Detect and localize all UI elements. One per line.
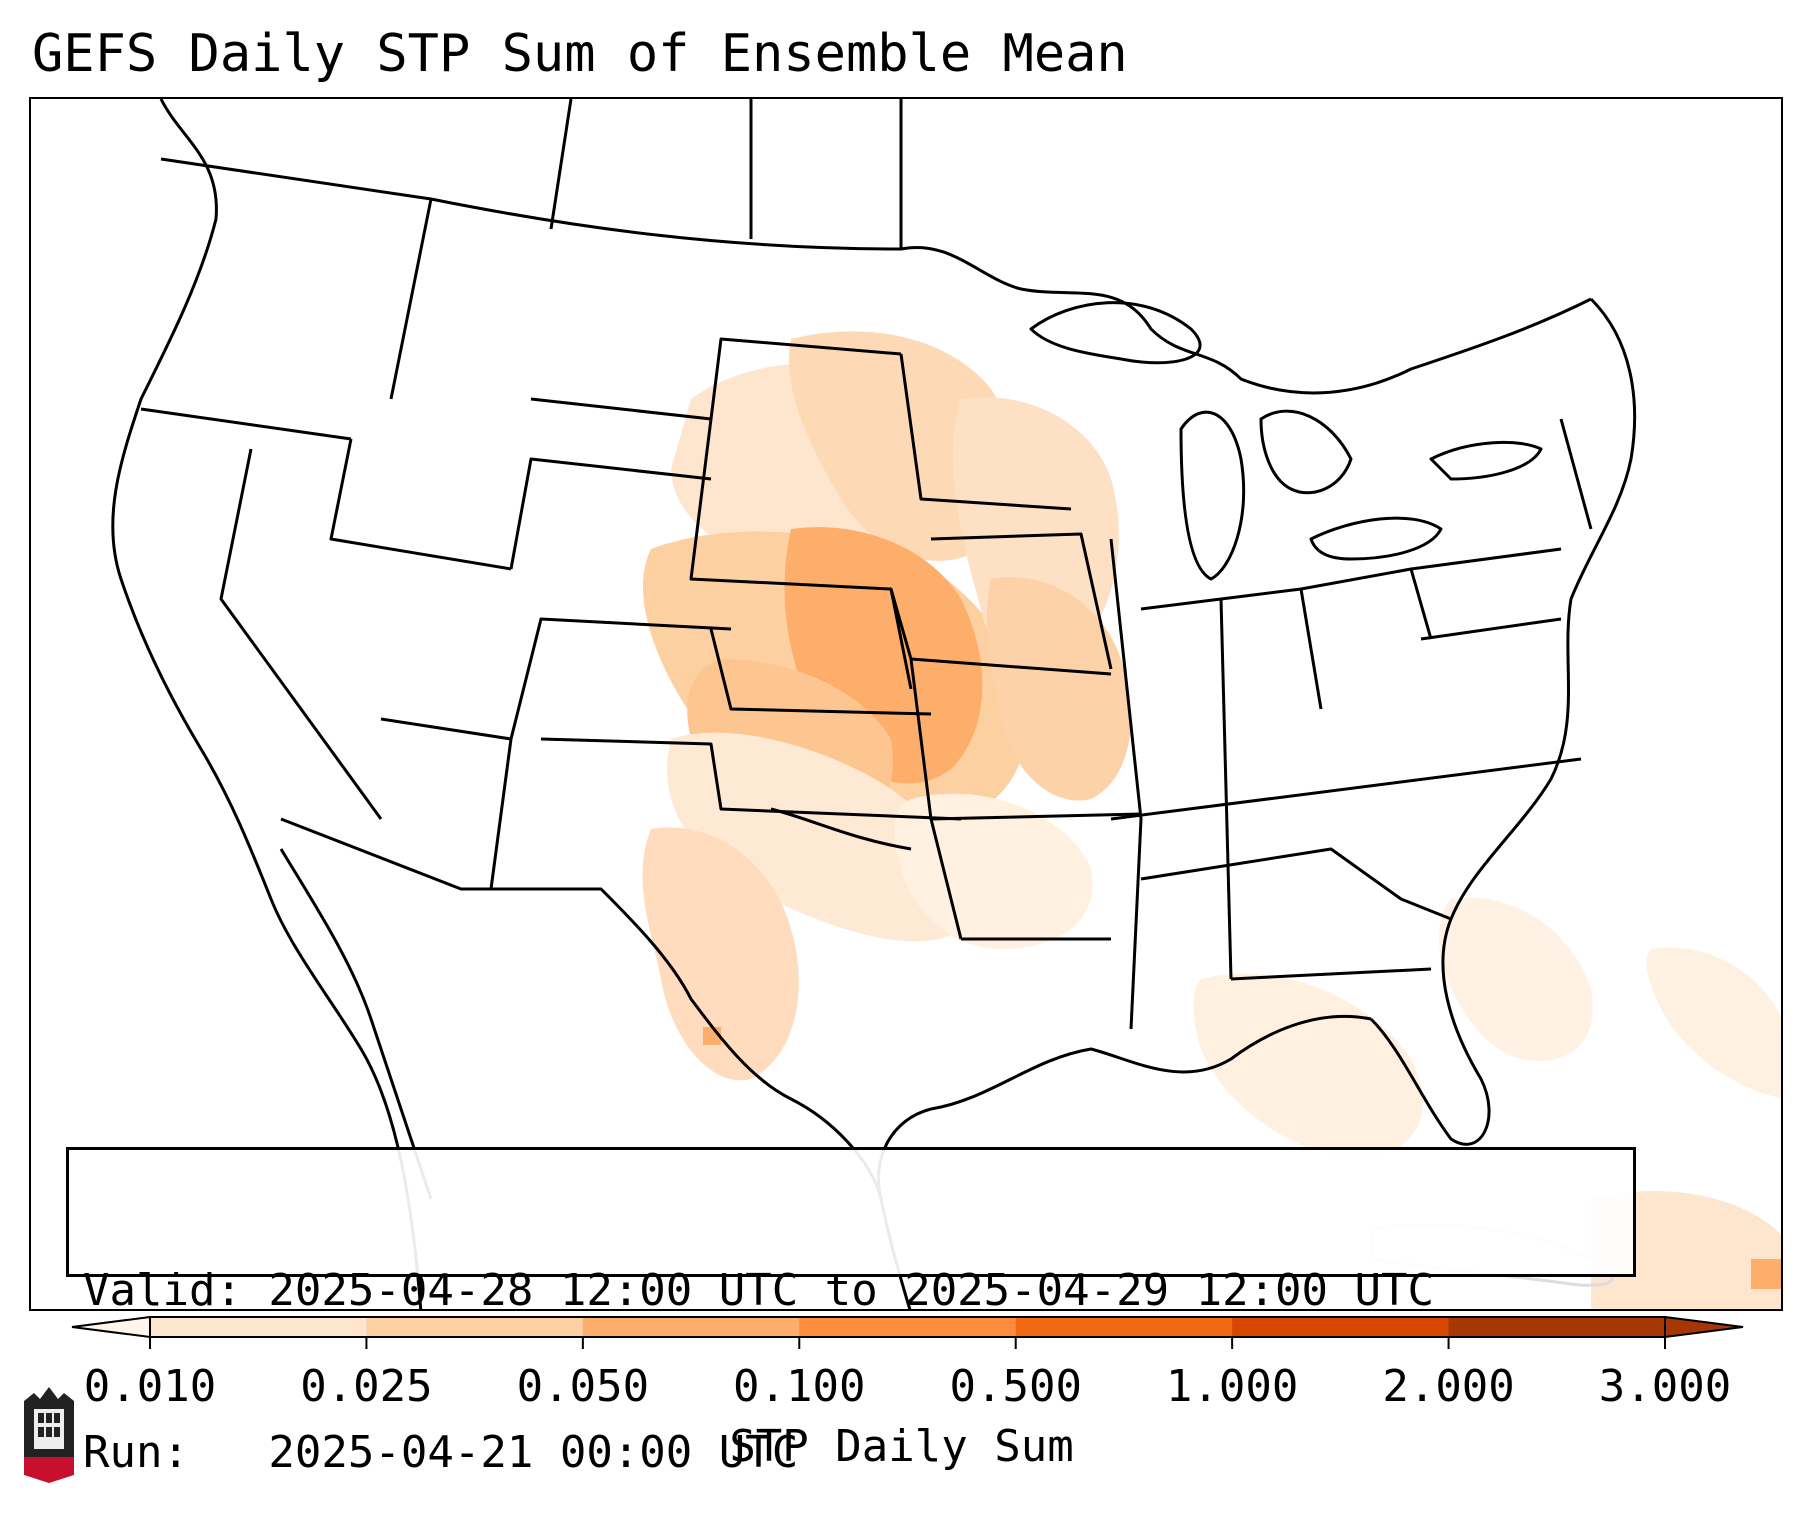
- colorbar-outline: [149, 1316, 1666, 1338]
- colorbar-tick-label: 1.000: [1165, 1361, 1299, 1412]
- niu-logo-icon: [24, 1387, 74, 1483]
- colorbar-tick-label: 0.025: [300, 1361, 433, 1412]
- colorbar-label: STP Daily Sum: [729, 1421, 1074, 1472]
- colorbar-segment: [150, 1317, 367, 1337]
- colorbar-tick-label: 0.100: [733, 1361, 866, 1412]
- valid-run-infobox: Valid: 2025-04-28 12:00 UTC to 2025-04-2…: [66, 1147, 1636, 1478]
- colorbar-tick-label: 0.010: [83, 1361, 217, 1412]
- colorbar-segment: [1448, 1317, 1666, 1337]
- run-time-text: Run: 2025-04-21 00:00 UTC: [83, 1427, 799, 1478]
- us-map: [111, 99, 1781, 1309]
- colorbar-segment: [582, 1317, 800, 1337]
- colorbar-segments: [71, 1315, 1744, 1339]
- colorbar-segment: [799, 1317, 1017, 1337]
- colorbar-ticks: [149, 1337, 1666, 1349]
- boundaries: [111, 99, 1637, 1309]
- valid-time-text: Valid: 2025-04-28 12:00 UTC to 2025-04-2…: [83, 1265, 1435, 1316]
- colorbar-tick-label: 0.500: [949, 1361, 1082, 1412]
- map-title: GEFS Daily STP Sum of Ensemble Mean: [32, 24, 1128, 84]
- colorbar-segment: [1232, 1317, 1450, 1337]
- stp-shading: [642, 331, 1781, 1309]
- colorbar-tick-label: 3.000: [1598, 1361, 1732, 1412]
- colorbar-tick-label: 2.000: [1382, 1361, 1515, 1412]
- colorbar-tick-label: 0.050: [516, 1361, 650, 1412]
- colorbar-extend-min: [71, 1315, 151, 1339]
- map-panel: [29, 97, 1783, 1311]
- colorbar: [71, 1315, 1744, 1349]
- colorbar-segment: [1015, 1317, 1233, 1337]
- colorbar-segment: [366, 1317, 584, 1337]
- colorbar-extend-max: [1664, 1315, 1744, 1339]
